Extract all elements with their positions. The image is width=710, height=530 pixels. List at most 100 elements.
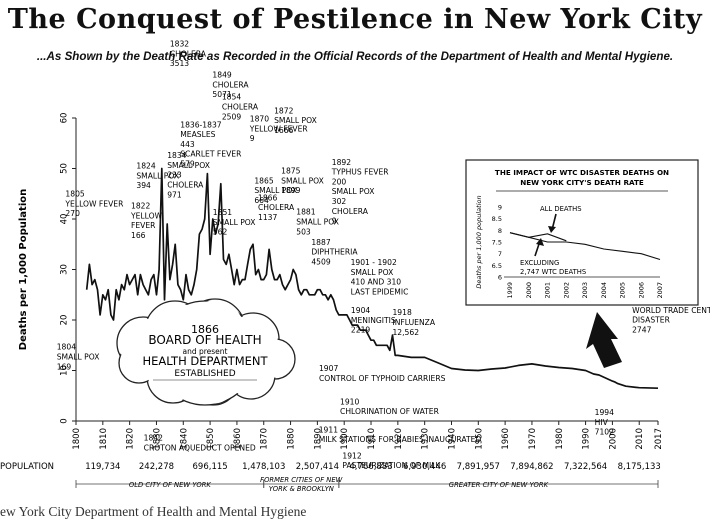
annotation-label: 1832 [170, 40, 189, 49]
annotation-label: 1911 [319, 425, 338, 434]
inset-arrow-head [536, 238, 544, 246]
annotation-label: 1842 [144, 434, 163, 443]
death-rate-line [85, 167, 659, 390]
annotation-label: SMALL POX [213, 218, 256, 227]
annotation-label: SMALL POX [332, 187, 375, 196]
inset-arrow-head [548, 226, 556, 233]
annotation-label: CHOLERA [167, 180, 204, 189]
annotation-label: INFLUENZA [392, 318, 435, 327]
x-tick-label: 1950 [474, 428, 484, 450]
annotation-label: 200 [332, 177, 347, 186]
era-label: YORK & BROOKLYN [269, 485, 334, 493]
annotation-label: CHOLERA [332, 207, 369, 216]
x-tick-label: 1850 [206, 428, 216, 450]
y-tick-label: 10 [60, 365, 70, 376]
annotation-label: CHLORINATION OF WATER [340, 407, 440, 416]
inset-excluding-label: EXCLUDING [520, 259, 559, 267]
wtc-inset-chart: THE IMPACT OF WTC DISASTER DEATHS ONNEW … [465, 159, 699, 306]
x-tick-label: 1900 [340, 428, 350, 450]
annotation-label: 9 [250, 134, 255, 143]
x-tick-label: 1940 [447, 428, 457, 450]
annotation-label: 5071 [212, 90, 231, 99]
annotation-label: 2219 [351, 326, 370, 335]
inset-y-tick-label: 6.5 [492, 262, 502, 270]
era-label: FORMER CITIES OF NEW [260, 476, 342, 484]
x-tick-label: 1920 [394, 428, 404, 450]
era-label: OLD CITY OF NEW YORK [129, 481, 212, 489]
annotation-label: CHOLERA [212, 80, 249, 89]
annotation-label: SMALL POX [281, 176, 324, 185]
annotation-label: 664 [254, 196, 269, 205]
population-value: 8,175,133 [618, 462, 661, 472]
annotation-label: 302 [332, 197, 347, 206]
annotation-label: 1887 [311, 238, 330, 247]
population-value: 4,766,883 [349, 462, 392, 472]
board-of-health-text: BOARD OF HEALTH [148, 333, 261, 347]
x-tick-label: 1830 [152, 428, 162, 450]
inset-y-tick-label: 9 [498, 204, 502, 212]
inset-title: NEW YORK CITY'S DEATH RATE [520, 178, 644, 187]
x-tick-label: 1860 [233, 428, 243, 450]
annotation-label: CHOLERA [170, 49, 207, 58]
annotation-label: SMALL POX [136, 171, 179, 180]
annotation-label: CROTON AQUEDUCT OPENED [144, 444, 256, 453]
annotation-label: 1910 [340, 397, 359, 406]
x-tick-label: 1930 [421, 428, 431, 450]
population-value: 2,507,414 [296, 462, 339, 472]
inset-y-tick-label: 6 [498, 274, 502, 282]
annotation-label: 1804 [57, 343, 76, 352]
y-axis-label: Deaths per 1,000 Population [18, 189, 29, 350]
annotation-label: 4509 [311, 257, 330, 266]
population-value: 696,115 [193, 462, 228, 472]
population-label: POPULATION [0, 462, 54, 472]
photo-credit: ew York City Department of Health and Me… [0, 504, 307, 519]
annotation-label: 1907 [319, 364, 338, 373]
inset-x-tick-label: 2002 [562, 282, 570, 299]
x-tick-label: 1980 [555, 428, 565, 450]
death-rate-chart: 0 10 20 30 40 50 60 1800 1810 1820 1830 1840 1850 186… [0, 40, 710, 494]
annotation-label: 1854 [222, 93, 241, 102]
page-subtitle: ...As Shown by the Death Rate as Recorde… [36, 50, 674, 63]
annotation-label: 1137 [258, 213, 277, 222]
page-title: The Conquest of Pestilence in New York C… [7, 4, 703, 35]
board-of-health-text: HEALTH DEPARTMENT [142, 354, 268, 368]
annotation-label: SMALL POX [274, 116, 317, 125]
annotation-label: 1918 [392, 308, 411, 317]
inset-title: THE IMPACT OF WTC DISASTER DEATHS ON [495, 168, 669, 177]
annotation-label: SMALL POX [254, 186, 297, 195]
annotation-label: SCARLET FEVER [180, 150, 242, 159]
annotation-label: LAST EPIDEMIC [351, 287, 409, 296]
inset-y-tick-label: 8 [498, 227, 502, 235]
annotation-label: SMALL POX [296, 218, 339, 227]
annotation-label: SMALL POX [167, 161, 210, 170]
x-tick-label: 2010 [635, 428, 645, 450]
cloud-fill [120, 344, 158, 382]
wtc-pointer-arrow [586, 312, 622, 368]
annotation-label: 1666 [274, 126, 293, 135]
y-tick-label: 50 [60, 163, 70, 174]
annotation-label: SMALL POX [57, 353, 100, 362]
death-rate-series [85, 167, 659, 390]
cloud-fill [154, 302, 256, 404]
annotation-label: DISASTER [632, 316, 670, 325]
annotation-label: 1901 - 1902 [351, 258, 397, 267]
annotation-label: 1836-1837 [180, 120, 222, 129]
inset-x-tick-label: 2000 [525, 282, 533, 299]
x-tick-label: 1870 [260, 428, 270, 450]
annotation-label: HIV [595, 418, 609, 427]
inset-x-tick-label: 1999 [506, 282, 514, 299]
